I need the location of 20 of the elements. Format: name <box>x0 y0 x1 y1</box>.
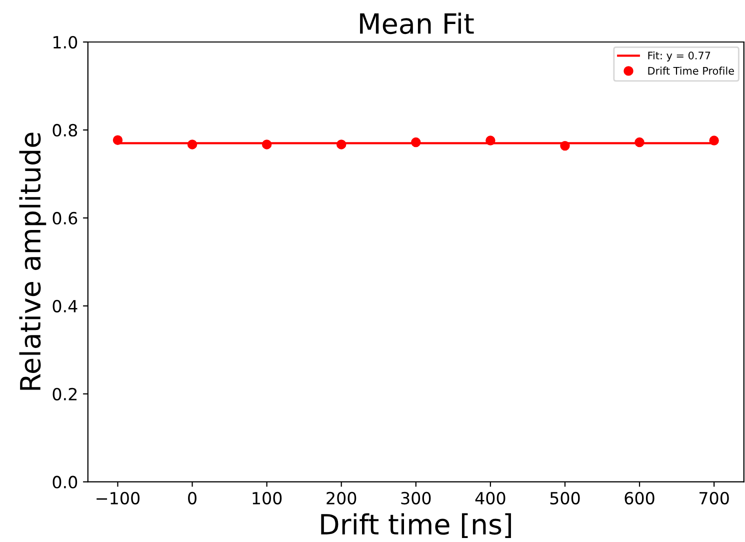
y-tick-label: 0.4 <box>52 300 78 312</box>
y-tick-label: 0.2 <box>52 388 77 400</box>
x-tick-label: 300 <box>401 492 431 504</box>
legend-label: Fit: y = 0.77 <box>648 51 710 62</box>
x-tick-label: 100 <box>252 492 282 504</box>
x-tick-label: −100 <box>96 492 140 504</box>
chart-title: Mean Fit <box>360 12 474 34</box>
x-tick-label: 700 <box>700 492 729 504</box>
x-tick-label: 500 <box>550 492 580 504</box>
y-tick-label: 1.0 <box>54 36 78 49</box>
x-tick-label: 400 <box>475 492 506 504</box>
y-axis-title: Relative amplitude <box>19 132 46 390</box>
x-axis-title: Drift time [ns] <box>321 513 511 538</box>
x-tick-label: 200 <box>326 492 356 504</box>
x-tick-label: 0 <box>188 492 196 504</box>
y-tick-label: 0.8 <box>52 124 78 137</box>
y-tick-label: 0.6 <box>52 212 78 225</box>
y-tick-label: 0.0 <box>52 476 78 488</box>
legend-label: Drift Time Profile <box>648 66 734 75</box>
x-tick-label: 600 <box>624 492 654 504</box>
